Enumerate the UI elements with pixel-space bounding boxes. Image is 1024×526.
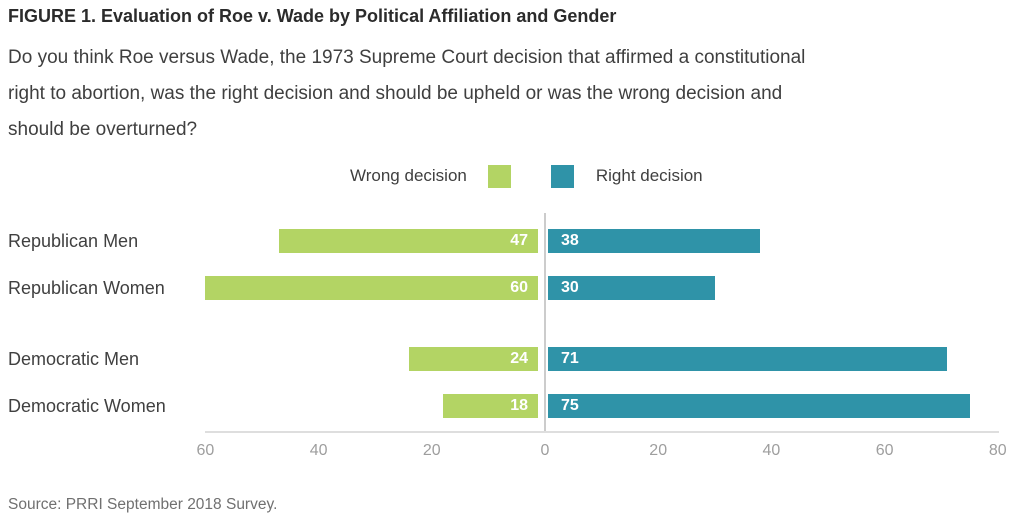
bar-value-label: 24	[510, 350, 528, 367]
category-label-democratic-men: Democratic Men	[8, 349, 140, 369]
bar-value-label: 47	[510, 232, 528, 249]
bar-right-republican-women: 30	[548, 276, 715, 300]
bar-wrong-democratic-women: 18	[443, 394, 538, 418]
subtitle-line: should be overturned?	[8, 119, 198, 140]
legend-label-wrong: Wrong decision	[350, 166, 467, 185]
bar-value-label: 30	[561, 279, 579, 296]
subtitle-line: right to abortion, was the right decisio…	[8, 83, 783, 104]
figure-subtitle: Do you think Roe versus Wade, the 1973 S…	[8, 40, 805, 148]
bar-right-republican-men: 38	[548, 229, 761, 253]
legend: Wrong decision Right decision	[350, 164, 703, 188]
source-note: Source: PRRI September 2018 Survey.	[8, 496, 278, 513]
x-tick-label: 60	[196, 442, 215, 459]
zero-axis-line	[544, 213, 546, 431]
x-tick-label: 40	[762, 442, 781, 459]
bar-wrong-republican-women: 60	[205, 276, 538, 300]
subtitle-line: Do you think Roe versus Wade, the 1973 S…	[8, 47, 806, 68]
legend-swatch-right	[550, 164, 574, 188]
bar-right-democratic-men: 71	[548, 347, 947, 371]
bar-wrong-republican-men: 47	[278, 229, 538, 253]
x-tick-label: 20	[649, 442, 668, 459]
x-tick-label: 40	[309, 442, 328, 459]
bar-value-label: 18	[510, 397, 528, 414]
legend-swatch-wrong	[487, 164, 511, 188]
bar-value-label: 38	[561, 232, 579, 249]
category-label-republican-men: Republican Men	[8, 231, 139, 251]
bar-value-label: 75	[561, 397, 579, 414]
x-tick-label: 0	[540, 442, 550, 459]
bar-wrong-democratic-men: 24	[409, 347, 538, 371]
x-tick-label: 60	[875, 442, 894, 459]
bar-value-label: 60	[510, 279, 528, 296]
x-axis-line	[205, 431, 999, 433]
figure-title: FIGURE 1. Evaluation of Roe v. Wade by P…	[8, 6, 617, 26]
category-label-republican-women: Republican Women	[8, 278, 165, 298]
x-tick-label: 20	[422, 442, 441, 459]
bar-value-label: 71	[561, 350, 579, 367]
category-label-democratic-women: Democratic Women	[8, 396, 166, 416]
legend-label-right: Right decision	[595, 166, 703, 185]
x-tick-label: 80	[988, 442, 1007, 459]
bar-right-democratic-women: 75	[548, 394, 970, 418]
